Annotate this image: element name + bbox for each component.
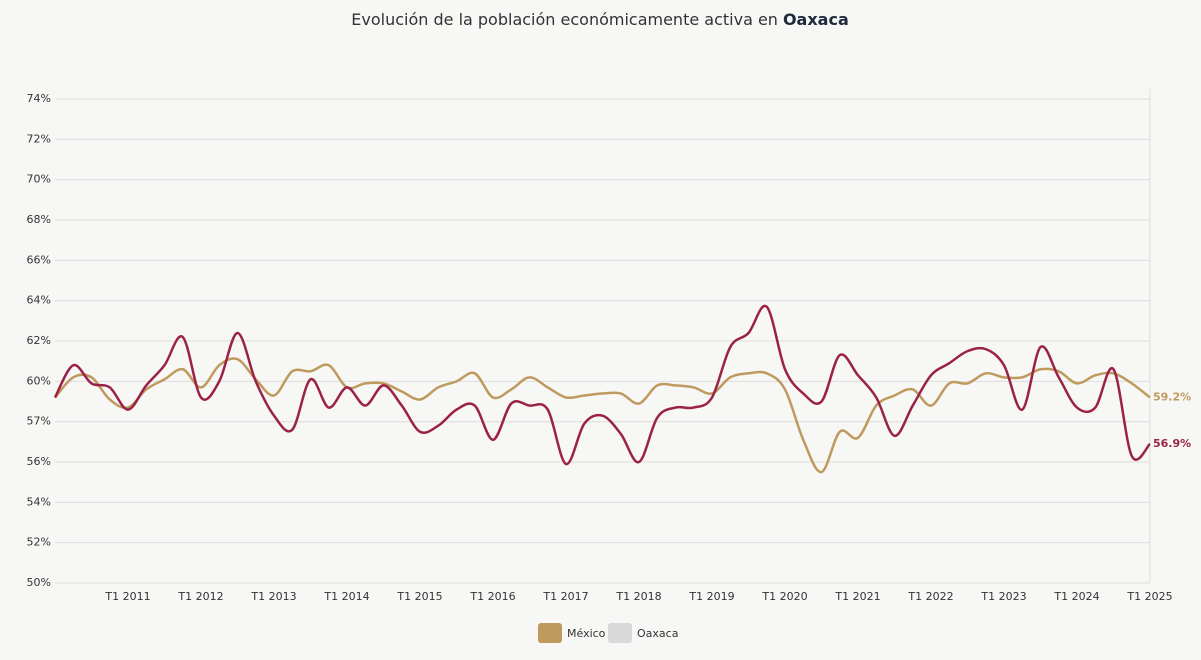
legend-swatch [538,623,562,643]
y-tick-label: 54% [27,495,51,508]
x-tick-label: T1 2012 [177,590,223,603]
x-tick-label: T1 2024 [1053,590,1099,603]
x-tick-label: T1 2014 [323,590,369,603]
legend-label: México [567,627,606,640]
x-tick-label: T1 2019 [688,590,734,603]
x-tick-label: T1 2022 [907,590,953,603]
end-label: 59.2% [1153,390,1191,403]
y-tick-label: 64% [27,294,51,307]
chart-title: Evolución de la población económicamente… [351,10,848,29]
x-tick-label: T1 2018 [615,590,661,603]
x-tick-label: T1 2011 [104,590,150,603]
x-tick-label: T1 2025 [1126,590,1172,603]
y-tick-label: 52% [27,536,51,549]
x-tick-label: T1 2020 [761,590,807,603]
y-tick-label: 57% [27,415,51,428]
x-tick-label: T1 2016 [469,590,515,603]
y-tick-label: 70% [27,173,51,186]
y-tick-label: 66% [27,253,51,266]
x-tick-label: T1 2015 [396,590,442,603]
series-line [53,304,1151,466]
x-tick-label: T1 2017 [542,590,588,603]
y-tick-label: 50% [27,576,51,589]
x-tick-label: T1 2013 [250,590,296,603]
series-line [54,357,1151,474]
y-tick-label: 68% [27,213,51,226]
y-tick-label: 74% [27,92,51,105]
title-highlight: Oaxaca [783,10,849,29]
end-label: 56.9% [1153,437,1191,450]
title-text: Evolución de la población económicamente… [351,10,778,29]
legend-swatch [608,623,632,643]
x-tick-label: T1 2021 [834,590,880,603]
y-tick-label: 56% [27,455,51,468]
y-tick-label: 60% [27,374,51,387]
legend-label: Oaxaca [637,627,678,640]
y-tick-label: 72% [27,132,51,145]
x-tick-label: T1 2023 [980,590,1026,603]
y-tick-label: 62% [27,334,51,347]
